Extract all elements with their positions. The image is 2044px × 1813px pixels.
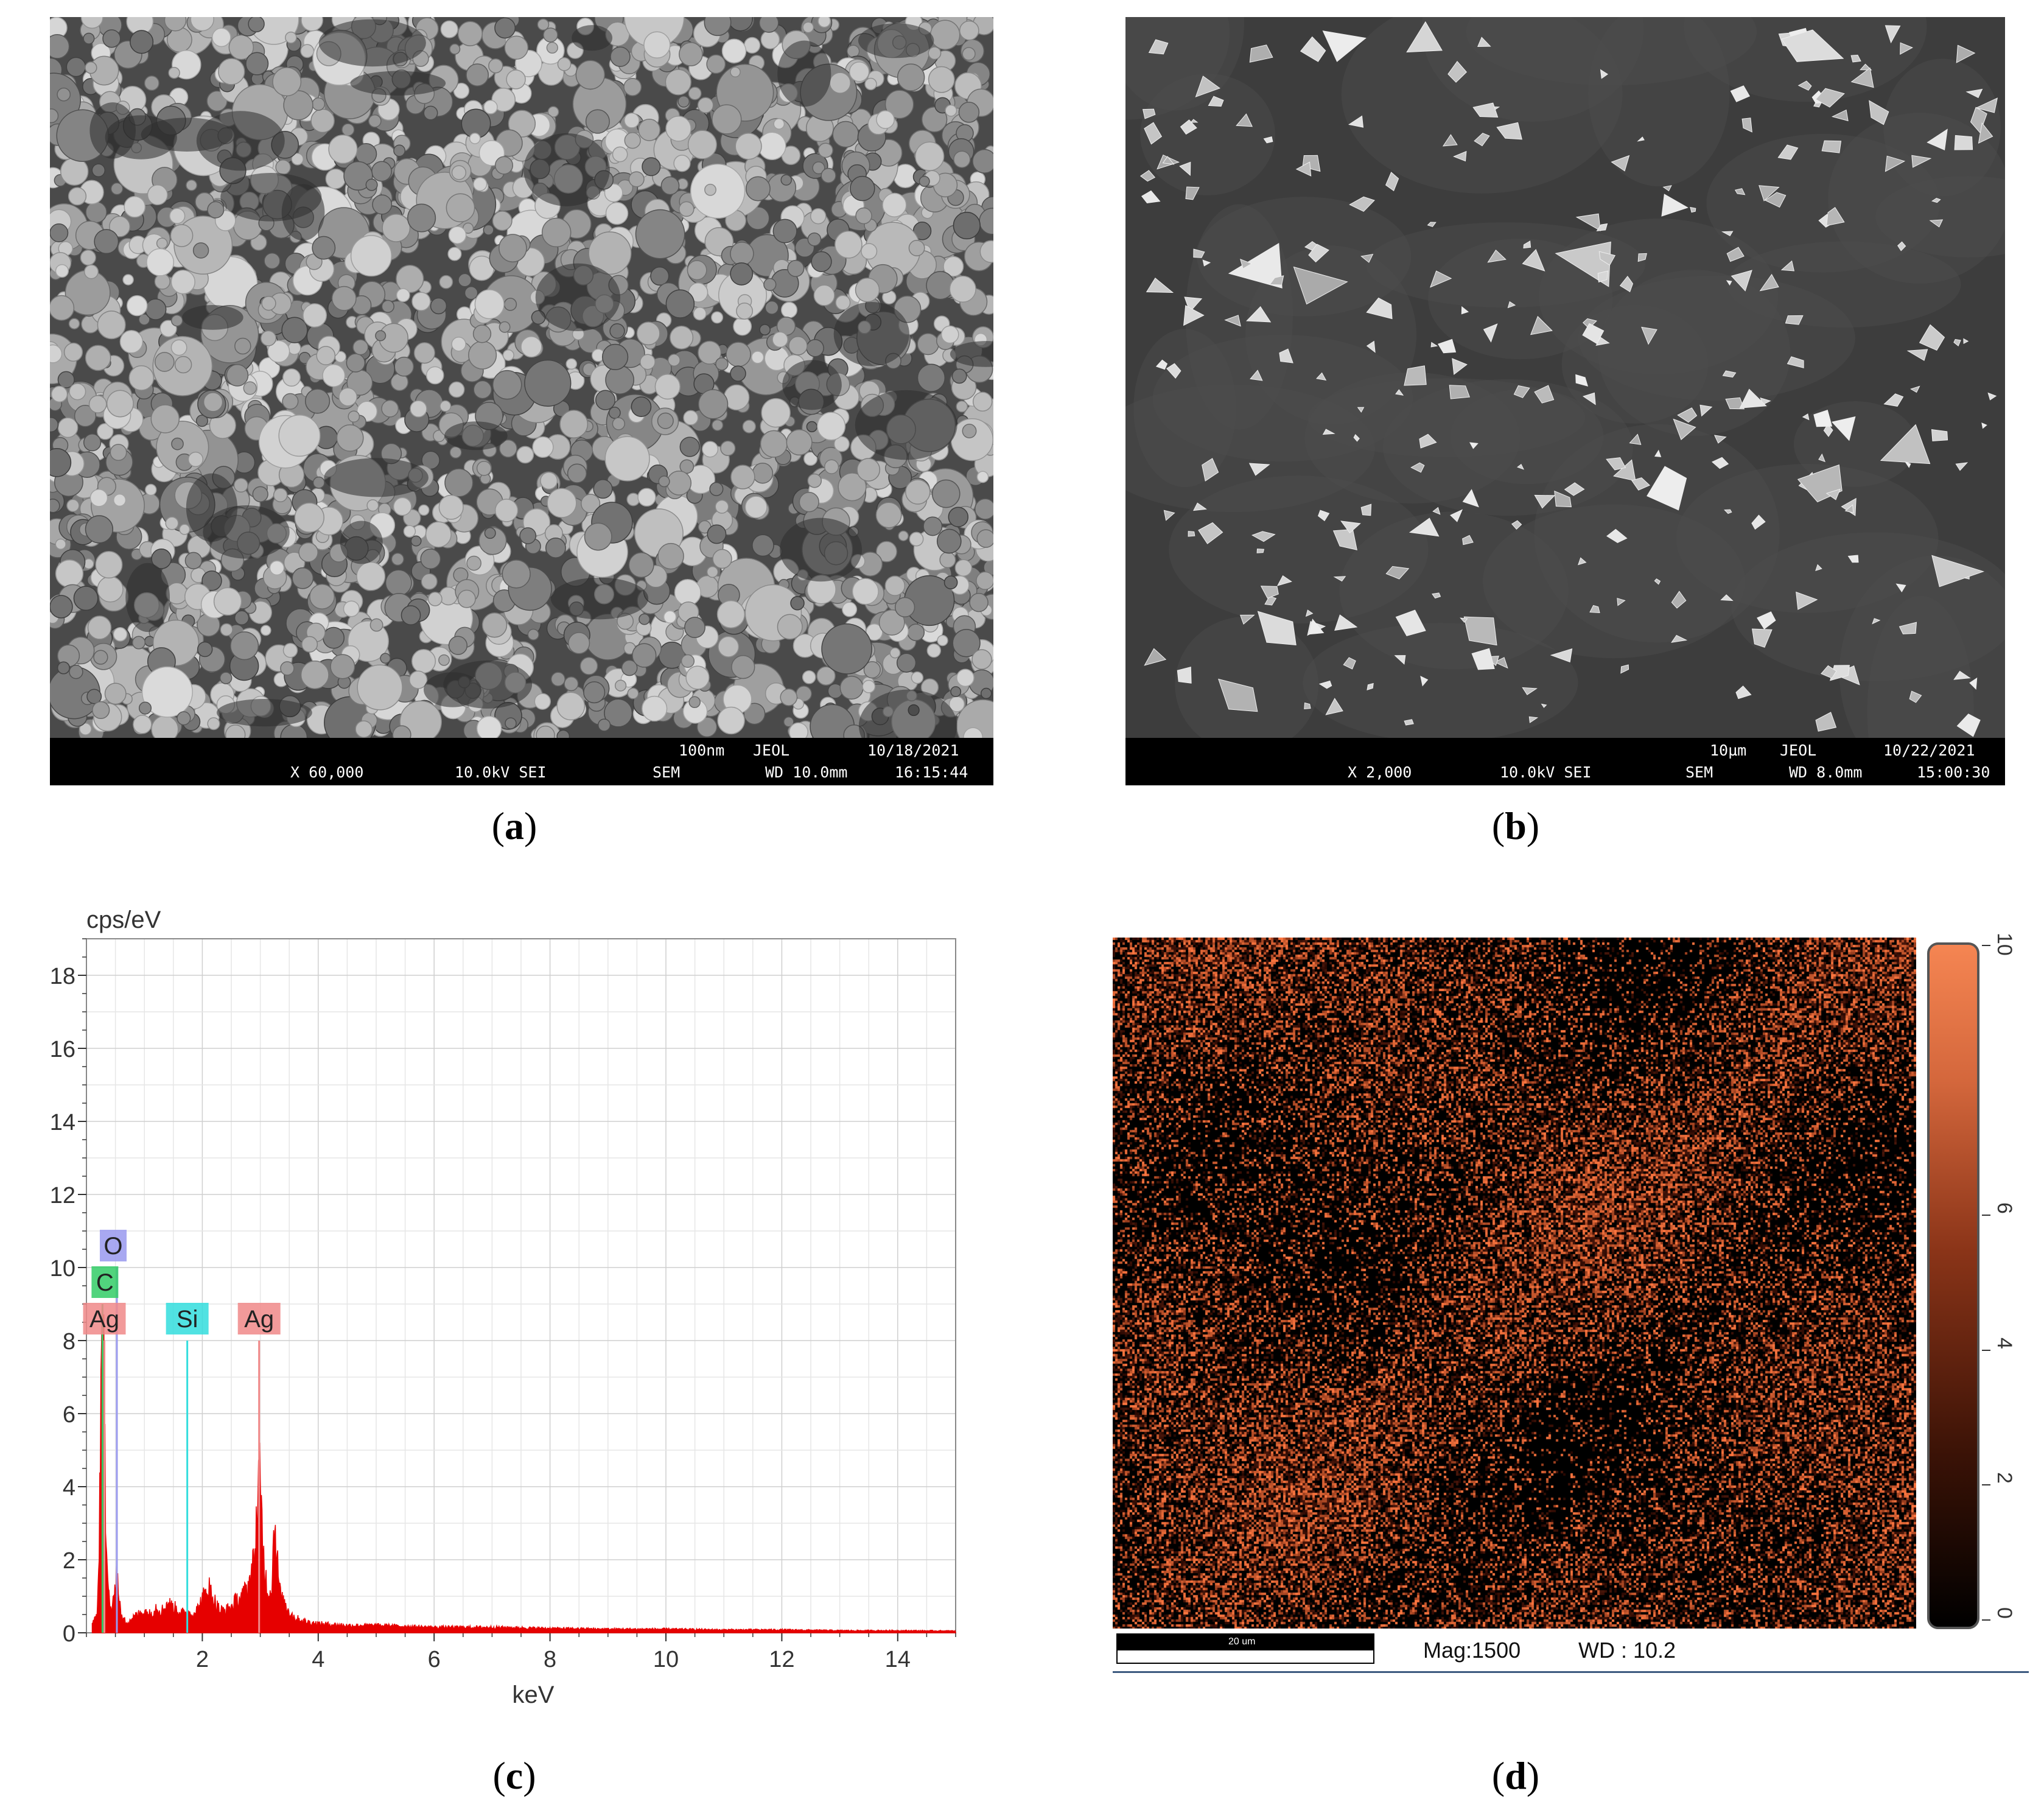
magnification-label: X 60,000 xyxy=(290,763,364,781)
scale-label: 10µm xyxy=(1710,742,1747,759)
y-tick-label: 2 xyxy=(63,1548,75,1574)
y-tick-label: 12 xyxy=(50,1183,75,1208)
element-label-box xyxy=(237,1303,281,1334)
eds-map-panel: 0 2 4 6 10 20 um Mag:1500 WD : 10.2 xyxy=(1113,933,2038,1686)
sem-micrograph-nanoparticles xyxy=(50,17,993,738)
element-lines: OC Ag Si Ag xyxy=(83,1230,281,1633)
element-label: Si xyxy=(177,1306,198,1333)
wd-label: WD 10.0mm xyxy=(765,763,848,781)
wd-label: WD 8.0mm xyxy=(1789,763,1863,781)
scale-bar xyxy=(1116,1633,1374,1653)
date-label: 10/22/2021 xyxy=(1883,742,1975,759)
element-label-box xyxy=(83,1303,126,1334)
eds-spectrum-chart: 2 4 6 8 10 12 14 0 2 4 6 8 10 12 14 16 18 OC Ag Si Ag cps/e… xyxy=(50,906,956,1708)
colorbar-tick-label: 0 xyxy=(1993,1607,2016,1619)
y-tick-label: 14 xyxy=(50,1110,75,1135)
y-tick-label: 8 xyxy=(63,1329,75,1355)
sem-image-panel-b: 10µm JEOL 10/22/2021 X 2,000 10.0kV SEI … xyxy=(1125,17,2005,785)
voltage-detector-label: 10.0kV SEI xyxy=(1500,763,1592,781)
footer-divider xyxy=(1113,1671,2029,1673)
caption-b: (b) xyxy=(1491,804,1540,847)
sem-micrograph-crystals xyxy=(1125,17,2005,738)
y-tick-label: 18 xyxy=(50,964,75,989)
x-tick-label: 10 xyxy=(653,1647,679,1672)
element-label: C xyxy=(96,1269,114,1296)
scale-bar-bottom xyxy=(1116,1650,1374,1664)
y-tick-label: 10 xyxy=(50,1256,75,1282)
mode-label: SEM xyxy=(653,763,681,781)
colorbar-tick-label: 2 xyxy=(1993,1472,2016,1484)
caption-c: (c) xyxy=(492,1754,536,1797)
scale-label: 20 um xyxy=(1228,1636,1256,1647)
brand-label: JEOL xyxy=(753,742,790,759)
particle-field xyxy=(50,17,993,738)
colorbar-tick-label: 4 xyxy=(1993,1337,2016,1349)
x-tick-label: 12 xyxy=(769,1647,794,1672)
colorbar-tick xyxy=(1982,1619,1990,1621)
sem-image-panel-a: 100nm JEOL 10/18/2021 X 60,000 10.0kV SE… xyxy=(50,17,993,785)
chart-grid xyxy=(86,938,956,1633)
element-label: Ag xyxy=(244,1306,274,1333)
colorbar-tick xyxy=(1982,1349,1990,1351)
wd-label: WD : 10.2 xyxy=(1578,1638,1676,1663)
scale-label: 100nm xyxy=(679,742,725,759)
y-axis-label: cps/eV xyxy=(86,906,161,933)
colorbar-tick-label: 6 xyxy=(1993,1202,2016,1215)
y-tick-label: 4 xyxy=(63,1475,75,1501)
sem-databar: 10µm JEOL 10/22/2021 X 2,000 10.0kV SEI … xyxy=(1125,738,2005,785)
x-axis-label: keV xyxy=(513,1681,555,1708)
voltage-detector-label: 10.0kV SEI xyxy=(455,763,547,781)
time-label: 15:00:30 xyxy=(1917,763,1990,781)
elemental-map xyxy=(1113,938,1916,1629)
x-tick-label: 4 xyxy=(312,1647,324,1672)
colorbar-tick xyxy=(1982,1215,1990,1216)
colorbar-tick-label: 10 xyxy=(1993,933,2016,956)
axis-ticks: 2 4 6 8 10 12 14 0 2 4 6 8 10 12 14 16 18 xyxy=(50,938,956,1672)
date-label: 10/18/2021 xyxy=(867,742,959,759)
colorbar xyxy=(1927,942,1979,1629)
y-tick-label: 6 xyxy=(63,1402,75,1428)
caption-d: (d) xyxy=(1491,1754,1540,1797)
element-label: O xyxy=(103,1233,122,1260)
element-label-box xyxy=(99,1230,127,1261)
brand-label: JEOL xyxy=(1780,742,1817,759)
y-tick-label: 16 xyxy=(50,1037,75,1062)
magnification-label: Mag:1500 xyxy=(1423,1638,1521,1663)
x-tick-label: 14 xyxy=(885,1647,911,1672)
element-label-box xyxy=(91,1266,119,1298)
time-label: 16:15:44 xyxy=(895,763,968,781)
x-tick-label: 6 xyxy=(428,1647,441,1672)
sem-databar: 100nm JEOL 10/18/2021 X 60,000 10.0kV SE… xyxy=(50,738,993,785)
element-label-box xyxy=(166,1303,209,1334)
colorbar-tick xyxy=(1982,945,1990,946)
caption-a: (a) xyxy=(491,804,537,847)
spectrum-series xyxy=(91,1308,956,1633)
element-label: Ag xyxy=(89,1306,119,1333)
x-tick-label: 2 xyxy=(196,1647,209,1672)
x-tick-label: 8 xyxy=(544,1647,556,1672)
crystal-flakes xyxy=(1139,21,1998,737)
magnification-label: X 2,000 xyxy=(1348,763,1412,781)
colorbar-tick xyxy=(1982,1484,1990,1486)
mode-label: SEM xyxy=(1685,763,1713,781)
y-tick-label: 0 xyxy=(63,1621,75,1647)
